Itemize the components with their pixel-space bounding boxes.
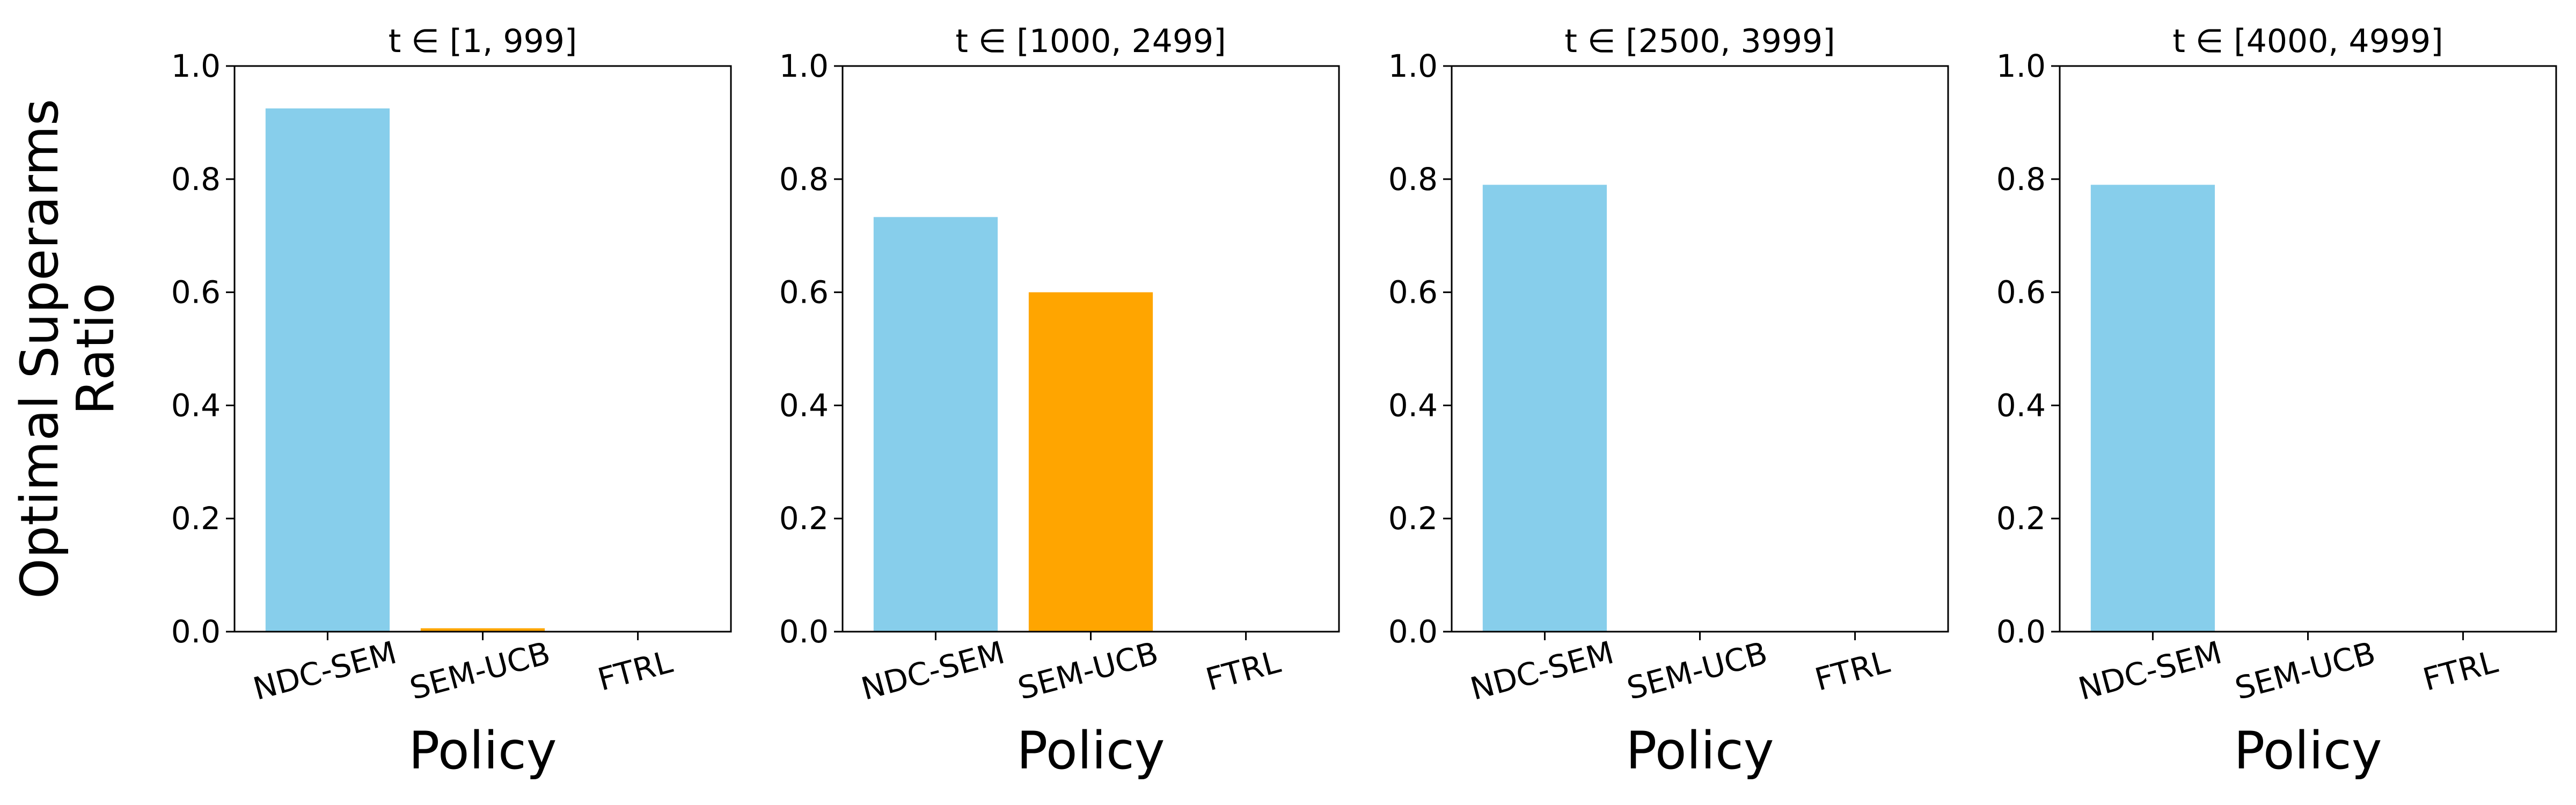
y-tick-label: 0.0	[1388, 613, 1438, 650]
plot-frame	[841, 65, 1340, 633]
x-tick-label: SEM-UCB	[1623, 634, 1771, 707]
chart-title: t ∈ [2500, 3999]	[1564, 23, 1835, 60]
bar-sem-ucb	[1028, 292, 1153, 632]
y-tick-label: 0.2	[779, 500, 829, 537]
y-tick-label: 0.0	[171, 613, 221, 650]
y-tick-label: 0.8	[779, 161, 829, 197]
x-tick-label: FTRL	[1202, 643, 1284, 698]
bar-ndc-sem	[1482, 185, 1607, 632]
x-tick-label: NDC-SEM	[2075, 634, 2226, 707]
chart-title: t ∈ [1, 999]	[389, 23, 577, 60]
plot-frame	[1451, 65, 1949, 633]
y-axis-label-line: Ratio	[65, 283, 126, 415]
y-tick-label: 0.0	[1996, 613, 2046, 650]
y-tick-label: 0.4	[1388, 387, 1438, 423]
y-tick-label: 0.6	[1996, 274, 2046, 311]
x-tick-label: NDC-SEM	[1467, 634, 1618, 707]
y-tick-label: 0.8	[171, 161, 221, 197]
x-tick-label: FTRL	[594, 643, 676, 698]
y-tick-label: 0.2	[1996, 500, 2046, 537]
bar-ndc-sem	[873, 217, 998, 632]
y-tick-label: 1.0	[1996, 48, 2046, 84]
plot-frame	[233, 65, 732, 633]
x-tick-label: FTRL	[2419, 643, 2501, 698]
y-tick-label: 0.0	[779, 613, 829, 650]
chart-title: t ∈ [1000, 2499]	[955, 23, 1226, 60]
x-axis-label: Policy	[2234, 721, 2382, 781]
chart-panel-4: NDC-SEM SEM-UCB FTRL 0.0 0.2 0.4 0.6 0.8 1.0 t ∈ …	[1996, 23, 2557, 781]
y-tick-label: 1.0	[779, 48, 829, 84]
y-axis-label-line: Optimal Superarms	[10, 99, 70, 599]
y-tick-label: 1.0	[171, 48, 221, 84]
y-tick-label: 0.6	[171, 274, 221, 311]
plot-frame	[2059, 65, 2557, 633]
y-tick-label: 0.4	[1996, 387, 2046, 423]
y-tick-label: 0.4	[779, 387, 829, 423]
y-tick-label: 1.0	[1388, 48, 1438, 84]
chart-title: t ∈ [4000, 4999]	[2172, 23, 2443, 60]
x-tick-label: NDC-SEM	[250, 634, 400, 707]
x-tick-label: SEM-UCB	[1014, 634, 1162, 707]
chart-panel-2: NDC-SEM SEM-UCB FTRL 0.0 0.2 0.4 0.6 0.8 1.0 t ∈ …	[779, 23, 1340, 781]
x-axis-label: Policy	[1626, 721, 1774, 781]
y-axis-label: Optimal SuperarmsRatio	[10, 99, 126, 599]
x-axis-label: Policy	[408, 721, 557, 781]
x-tick-label: FTRL	[1811, 643, 1893, 698]
chart-panel-1: NDC-SEM SEM-UCB FTRL 0.0 0.2 0.4 0.6 0.8 1.0 t ∈ …	[10, 23, 732, 781]
x-tick-label: SEM-UCB	[2231, 634, 2379, 707]
y-tick-label: 0.6	[1388, 274, 1438, 311]
x-tick-label: SEM-UCB	[406, 634, 554, 707]
y-tick-label: 0.2	[1388, 500, 1438, 537]
chart-panel-3: NDC-SEM SEM-UCB FTRL 0.0 0.2 0.4 0.6 0.8 1.0 t ∈ …	[1388, 23, 1949, 781]
y-tick-label: 0.8	[1388, 161, 1438, 197]
bar-sem-ucb	[420, 628, 545, 632]
y-tick-label: 0.2	[171, 500, 221, 537]
y-tick-label: 0.4	[171, 387, 221, 423]
bar-ndc-sem	[2090, 185, 2215, 632]
y-tick-label: 0.8	[1996, 161, 2046, 197]
x-tick-label: NDC-SEM	[858, 634, 1008, 707]
y-tick-label: 0.6	[779, 274, 829, 311]
x-axis-label: Policy	[1016, 721, 1165, 781]
bar-ndc-sem	[265, 108, 390, 632]
